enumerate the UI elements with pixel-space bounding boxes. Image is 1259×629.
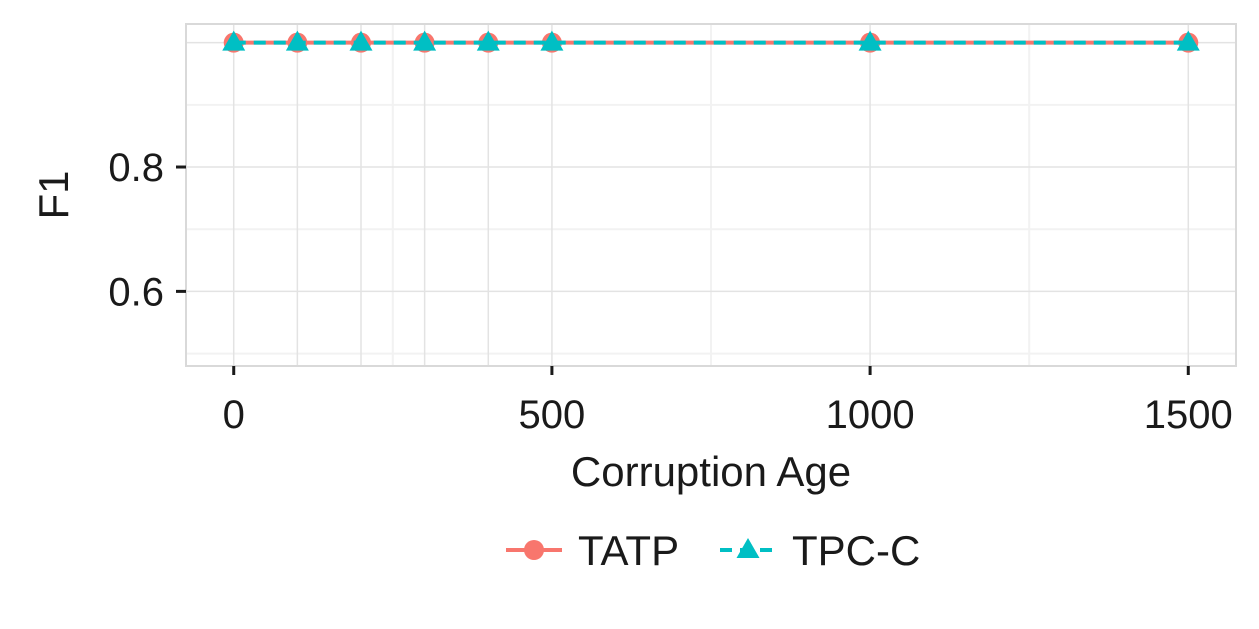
series-tpc-c: [222, 30, 1200, 51]
x-axis-title: Corruption Age: [571, 448, 851, 495]
grid-minor: [186, 24, 1236, 366]
triangle-marker: [736, 538, 760, 558]
triangle-marker: [349, 30, 373, 51]
y-tick-label: 0.6: [108, 270, 164, 314]
legend-label: TPC-C: [792, 527, 920, 574]
triangle-marker: [222, 30, 246, 51]
legend-item: TPC-C: [720, 527, 920, 574]
triangle-marker: [285, 30, 309, 51]
legend: TATP TPC-C: [506, 527, 920, 574]
triangle-marker: [476, 30, 500, 51]
axis-ticks: [176, 165, 1190, 375]
x-tick-label: 1000: [826, 393, 915, 437]
y-axis-title: F1: [30, 170, 77, 219]
legend-item: TATP: [506, 527, 679, 574]
y-tick-label: 0.8: [108, 146, 164, 190]
triangle-marker: [858, 30, 882, 51]
circle-marker: [524, 540, 544, 560]
x-tick-label: 0: [223, 393, 245, 437]
x-tick-label: 1500: [1144, 393, 1233, 437]
legend-label: TATP: [578, 527, 679, 574]
triangle-marker: [413, 30, 437, 51]
plot-panel: [185, 23, 1237, 367]
triangle-marker: [1176, 30, 1200, 51]
series-layer: [222, 30, 1200, 53]
triangle-marker: [540, 30, 564, 51]
tick-labels: 0 500 1000 1500 0.6 0.8: [108, 146, 1232, 437]
x-tick-label: 500: [519, 393, 586, 437]
